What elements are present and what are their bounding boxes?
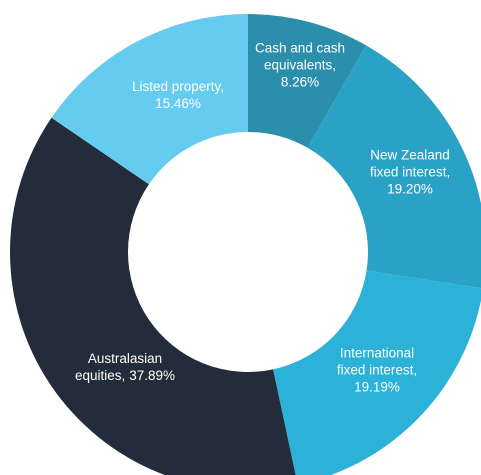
category-label: New Zealand fixed interest, xyxy=(369,147,451,180)
value-label: 37.89% xyxy=(129,368,176,383)
slice-label: New Zealand fixed interest, 19.20% xyxy=(358,147,463,198)
category-label: Australasian equities, xyxy=(74,351,163,383)
slice-label: Cash and cash equivalents, 8.26% xyxy=(245,40,355,91)
slice-label: International fixed interest, 19.19% xyxy=(325,345,430,396)
category-label: Cash and cash equivalents, xyxy=(254,40,346,73)
value-label: 8.26% xyxy=(280,74,320,90)
category-label: Listed property, xyxy=(131,79,225,94)
value-label: 19.20% xyxy=(387,181,433,197)
donut-slice xyxy=(51,14,248,185)
value-label: 19.19% xyxy=(354,379,400,395)
donut-slice xyxy=(307,45,481,289)
slice-label: Listed property, 15.46% xyxy=(103,78,253,112)
donut-slice xyxy=(248,14,367,148)
donut-slice xyxy=(10,117,296,475)
slice-label: Australasian equities, 37.89% xyxy=(60,350,190,384)
category-label: International fixed interest, xyxy=(336,345,418,378)
value-label: 15.46% xyxy=(155,96,201,111)
donut-slice xyxy=(273,270,481,475)
